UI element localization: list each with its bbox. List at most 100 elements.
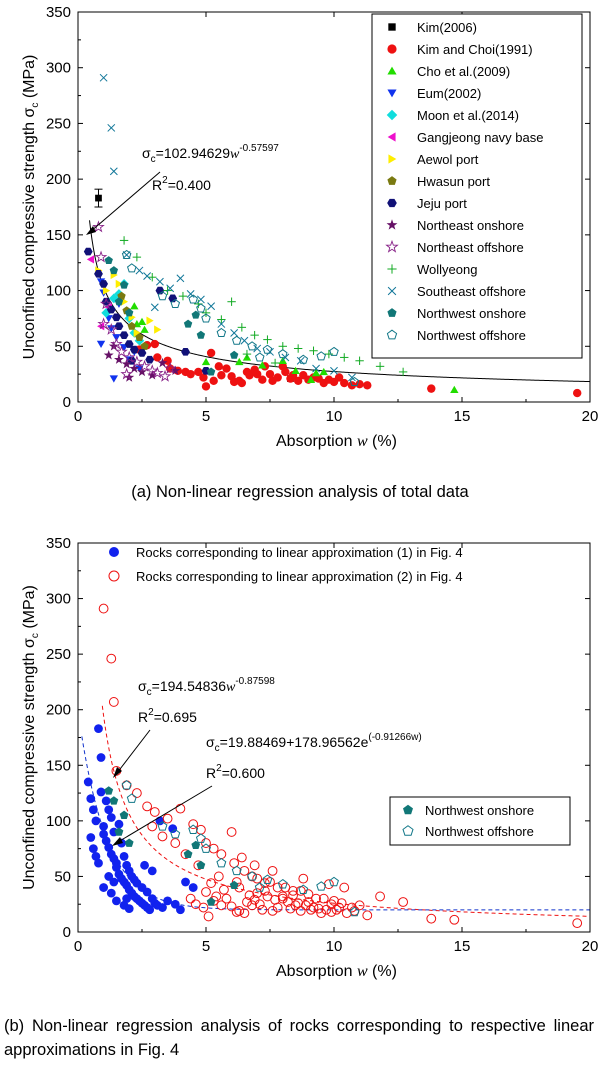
point-wollyeong-7 xyxy=(217,315,226,324)
point-rocks-corresponding-to-linear-approximation-2-in-fig-4-31 xyxy=(347,902,357,913)
annotation-arrow-head xyxy=(86,226,96,235)
legend-marker-northwest-offshore xyxy=(386,329,398,340)
point-southeast-offshore-0 xyxy=(99,73,108,82)
point-northwest-onshore-5 xyxy=(183,319,193,328)
point-kim-and-choi-1991-22 xyxy=(245,371,254,380)
legend-label-kim-and-choi-1991: Kim and Choi(1991) xyxy=(417,42,533,57)
legend-label-rocks-corresponding-to-linear-approximation-2-in-fig-4: Rocks corresponding to linear approximat… xyxy=(136,569,463,584)
point-northwest-offshore-11 xyxy=(277,878,288,889)
point-rocks-corresponding-to-linear-approximation-2-in-fig-4-47 xyxy=(242,897,252,907)
point-southeast-offshore-7 xyxy=(166,284,175,293)
text-part: =102.94629 xyxy=(156,145,231,161)
point-rocks-corresponding-to-linear-approximation-1-in-fig-4-60 xyxy=(124,904,134,914)
point-southeast-offshore-5 xyxy=(143,272,152,281)
point-hwasun-port-3 xyxy=(135,332,144,341)
text-part: -0.87598 xyxy=(235,676,275,687)
point-northwest-onshore-8 xyxy=(229,880,239,890)
point-wollyeong-1 xyxy=(132,252,142,262)
point-eum-2002-7 xyxy=(96,340,106,349)
text-part: Absorption xyxy=(276,963,357,980)
point-northwest-offshore-5 xyxy=(195,833,206,843)
point-rocks-corresponding-to-linear-approximation-2-in-fig-4-80 xyxy=(375,891,385,902)
legend-label-northwest-offshore: Northwest offshore xyxy=(425,824,534,839)
point-rocks-corresponding-to-linear-approximation-2-in-fig-4-53 xyxy=(267,905,278,916)
point-rocks-corresponding-to-linear-approximation-1-in-fig-4-10 xyxy=(101,836,111,846)
text-part: c xyxy=(30,633,41,638)
point-kim-and-choi-1991-24 xyxy=(253,369,262,379)
point-rocks-corresponding-to-linear-approximation-2-in-fig-4-48 xyxy=(247,900,257,911)
point-rocks-corresponding-to-linear-approximation-1-in-fig-4-64 xyxy=(147,866,157,876)
point-rocks-corresponding-to-linear-approximation-2-in-fig-4-74 xyxy=(236,852,247,863)
point-northeast-onshore-7 xyxy=(170,365,181,376)
legend-marker-rocks-corresponding-to-linear-approximation-1-in-fig-4 xyxy=(109,547,119,557)
x-tick-label: 5 xyxy=(202,938,210,955)
point-rocks-corresponding-to-linear-approximation-1-in-fig-4-40 xyxy=(142,887,152,897)
series-northwest-offshore xyxy=(121,249,360,387)
point-northeast-onshore-0 xyxy=(103,349,114,360)
point-northwest-offshore-16 xyxy=(254,882,265,892)
point-northwest-offshore-13 xyxy=(316,881,327,891)
point-northeast-offshore-13 xyxy=(99,297,113,310)
point-rocks-corresponding-to-linear-approximation-2-in-fig-4-17 xyxy=(239,865,250,876)
legend-marker-jeju-port xyxy=(387,198,397,208)
point-northeast-offshore-6 xyxy=(122,350,136,363)
point-rocks-corresponding-to-linear-approximation-2-in-fig-4-43 xyxy=(226,901,237,912)
point-rocks-corresponding-to-linear-approximation-2-in-fig-4-19 xyxy=(252,873,263,884)
point-wollyeong-18 xyxy=(375,362,385,371)
point-cho-et-al-2009-9 xyxy=(291,366,300,375)
point-rocks-corresponding-to-linear-approximation-2-in-fig-4-84 xyxy=(277,893,288,904)
point-northwest-offshore-15 xyxy=(349,906,360,917)
point-eum-2002-8 xyxy=(109,375,119,383)
y-tick-label: 350 xyxy=(46,535,71,552)
point-rocks-corresponding-to-linear-approximation-2-in-fig-4-86 xyxy=(326,899,337,910)
legend-marker-northwest-onshore xyxy=(387,308,397,317)
point-cho-et-al-2009-4 xyxy=(201,357,211,366)
fit-r-squared-1: R2=0.695 xyxy=(138,707,197,725)
point-cho-et-al-2009-13 xyxy=(450,385,459,393)
y-tick-label: 100 xyxy=(46,813,71,830)
point-jeju-port-11 xyxy=(145,355,155,364)
y-tick-label: 150 xyxy=(46,227,71,244)
y-tick-label: 300 xyxy=(46,591,71,608)
point-rocks-corresponding-to-linear-approximation-2-in-fig-4-16 xyxy=(229,858,240,868)
text-part: R xyxy=(138,709,148,725)
legend-marker-northwest-onshore xyxy=(403,804,413,815)
x-tick-label: 10 xyxy=(326,938,343,955)
point-rocks-corresponding-to-linear-approximation-1-in-fig-4-61 xyxy=(104,872,114,881)
point-southeast-offshore-12 xyxy=(217,320,226,328)
annotation-arrow-line-2 xyxy=(117,785,213,843)
point-wollyeong-15 xyxy=(324,349,334,359)
y-tick-label: 350 xyxy=(46,4,71,21)
point-rocks-corresponding-to-linear-approximation-2-in-fig-4-78 xyxy=(323,879,334,890)
y-tick-label: 0 xyxy=(63,394,71,411)
legend-marker-southeast-offshore xyxy=(387,286,397,296)
legend-label-northeast-offshore: Northeast offshore xyxy=(417,240,524,255)
point-hwasun-port-2 xyxy=(127,321,136,330)
legend-label-jeju-port: Jeju port xyxy=(417,196,467,211)
point-rocks-corresponding-to-linear-approximation-1-in-fig-4-54 xyxy=(91,852,101,861)
cross-b xyxy=(155,277,164,286)
text-part: =0.400 xyxy=(168,177,211,193)
point-rocks-corresponding-to-linear-approximation-2-in-fig-4-50 xyxy=(254,899,265,910)
y-tick-label: 250 xyxy=(46,115,71,132)
point-northwest-onshore-6 xyxy=(191,310,200,319)
text-part: 2 xyxy=(148,707,154,718)
point-rocks-corresponding-to-linear-approximation-1-in-fig-4-47 xyxy=(163,896,173,906)
point-northeast-offshore-9 xyxy=(145,364,159,377)
x-tick-label: 5 xyxy=(202,408,210,425)
point-rocks-corresponding-to-linear-approximation-1-in-fig-4-56 xyxy=(99,883,108,892)
x-tick-label: 0 xyxy=(74,408,82,425)
legend-marker-hwasun-port xyxy=(387,176,397,185)
point-rocks-corresponding-to-linear-approximation-2-in-fig-4-65 xyxy=(321,904,332,915)
point-southeast-offshore-10 xyxy=(196,295,205,304)
series-northwest-onshore xyxy=(104,256,239,376)
cross-b xyxy=(109,167,118,176)
point-rocks-corresponding-to-linear-approximation-1-in-fig-4-13 xyxy=(106,813,116,822)
y-axis-title: Unconfined compressive strength σc (MPa) xyxy=(21,585,41,890)
cross-b xyxy=(240,336,249,345)
point-kim-and-choi-1991-45 xyxy=(355,379,364,389)
point-rocks-corresponding-to-linear-approximation-2-in-fig-4-36 xyxy=(449,914,460,925)
point-northwest-offshore-9 xyxy=(247,341,257,351)
point-northeast-offshore-8 xyxy=(138,359,151,372)
point-rocks-corresponding-to-linear-approximation-1-in-fig-4-11 xyxy=(104,805,114,815)
